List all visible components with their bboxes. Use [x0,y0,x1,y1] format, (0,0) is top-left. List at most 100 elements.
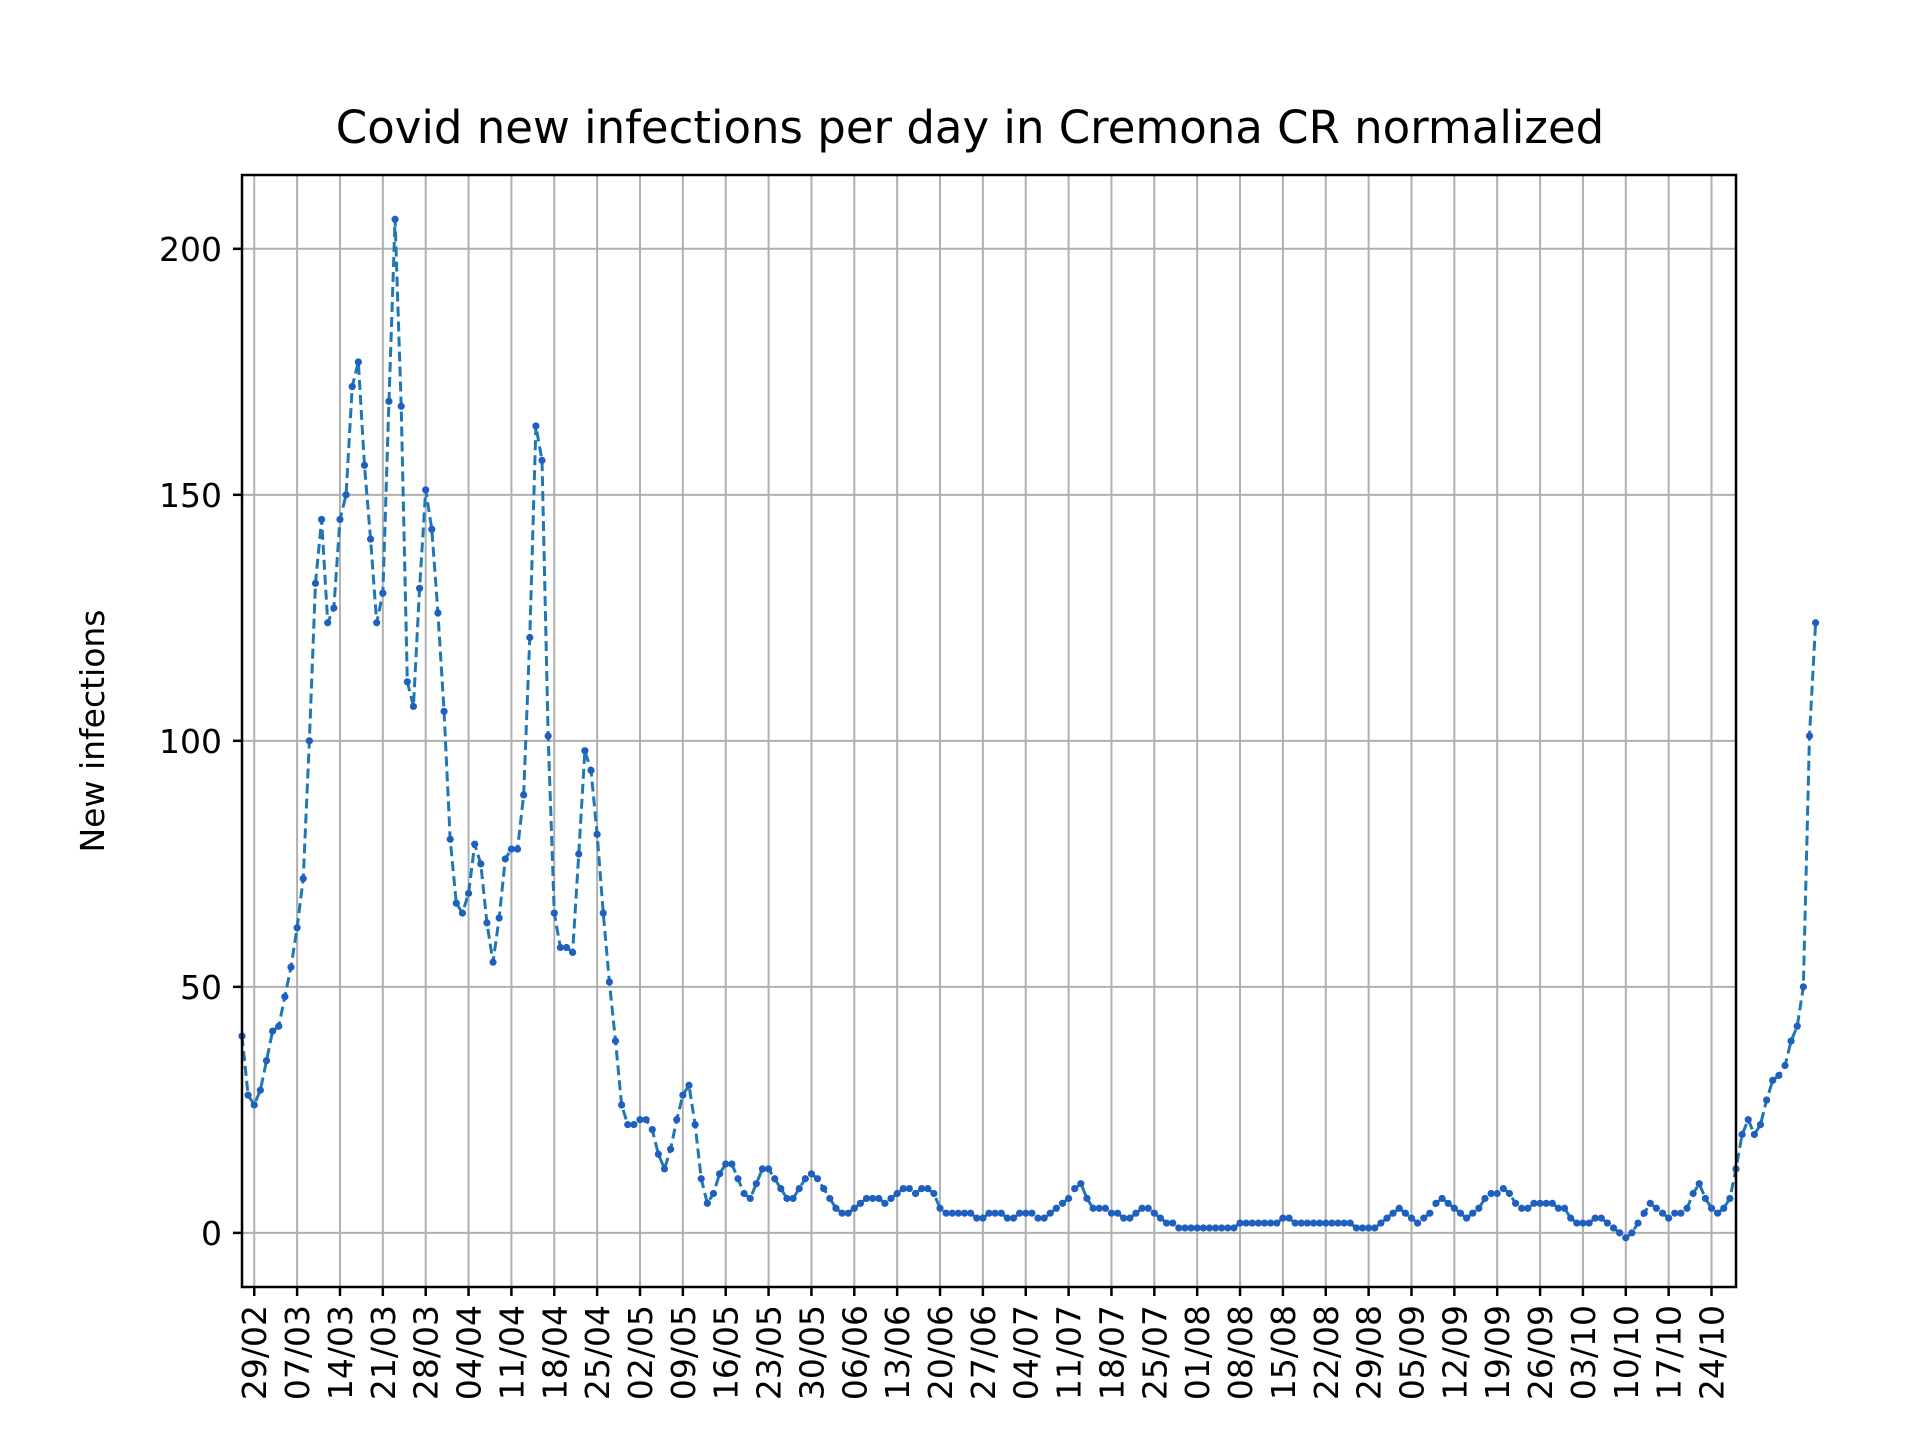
data-point [1273,1219,1281,1227]
data-point [697,1175,705,1183]
data-point [1695,1180,1703,1188]
data-point [391,215,399,223]
data-point [740,1189,748,1198]
data-point [1548,1199,1556,1207]
data-point [948,1209,956,1217]
data-point [348,382,356,391]
data-point [1671,1209,1679,1217]
data-point [1542,1199,1550,1207]
data-point [256,1086,264,1094]
data-point [1646,1199,1654,1207]
data-point [832,1204,840,1212]
data-point [679,1091,687,1099]
data-point [1181,1224,1189,1232]
x-tick-label: 24/10 [1693,1305,1732,1400]
data-point [1224,1224,1232,1232]
data-point [1432,1199,1440,1207]
data-point [752,1180,760,1188]
data-point [1763,1096,1771,1104]
data-point [911,1189,920,1198]
data-point [605,978,613,986]
data-point [324,619,332,627]
data-point [960,1209,969,1217]
x-tick-label: 25/04 [578,1305,617,1400]
x-tick-label: 04/07 [1007,1305,1046,1400]
data-point [1009,1214,1018,1222]
data-point [630,1121,638,1129]
data-point [1316,1219,1324,1227]
y-tick-label: 150 [159,476,222,515]
x-tick-label: 09/05 [664,1305,703,1400]
data-point [924,1184,932,1193]
data-point [611,1037,620,1045]
x-tick-label: 17/10 [1650,1305,1689,1400]
data-point [526,633,534,642]
data-point [918,1184,926,1193]
data-point [1401,1209,1409,1217]
data-point [415,584,424,592]
data-point [967,1209,975,1217]
data-point [715,1170,724,1178]
x-tick-label: 15/08 [1264,1305,1303,1400]
data-point [973,1214,981,1222]
data-point [709,1189,718,1198]
data-point [1016,1209,1024,1217]
data-point [513,845,522,853]
data-point [1371,1224,1379,1232]
data-point [244,1091,252,1099]
x-tick-label: 18/04 [535,1305,574,1400]
data-point [593,830,601,838]
data-point [354,358,362,366]
data-point [599,909,607,917]
data-point [1022,1209,1030,1217]
x-axis: 29/02 07/03 14/03 21/03 28/03 04/04 11/04 18/04… [235,1287,1732,1400]
data-point [1444,1199,1452,1207]
data-point [1058,1199,1067,1207]
x-tick-label: 07/03 [278,1305,317,1400]
data-point [1738,1130,1746,1139]
data-point [1340,1219,1348,1227]
data-point [1346,1219,1354,1227]
data-point [1254,1219,1263,1227]
data-point [844,1209,852,1217]
data-point [1756,1121,1765,1129]
data-point [795,1184,803,1193]
data-point [507,845,516,853]
data-point [1383,1214,1391,1222]
data-point [532,422,540,430]
x-tick-label: 29/02 [235,1305,274,1400]
x-tick-label: 22/08 [1307,1305,1346,1400]
data-point [1793,1022,1801,1030]
data-point [1616,1229,1624,1237]
data-point [1652,1204,1660,1212]
data-point [1132,1209,1140,1217]
data-point [1689,1189,1697,1198]
data-point [458,909,467,917]
data-point [1089,1204,1097,1212]
data-point [1628,1229,1636,1237]
data-point [1469,1209,1477,1217]
data-point [1750,1130,1758,1139]
data-point [1297,1219,1305,1227]
data-point [997,1209,1005,1217]
data-point [722,1160,730,1168]
data-point [562,943,571,952]
data-point [1358,1224,1367,1232]
data-point [734,1175,742,1183]
x-tick-label: 18/07 [1092,1305,1131,1400]
grid [242,175,1736,1287]
data-point [1481,1194,1489,1203]
data-point [1291,1219,1299,1227]
y-tick-label: 0 [201,1214,222,1253]
data-point [1707,1204,1716,1212]
data-point [422,486,430,494]
data-point [667,1145,675,1153]
data-point [648,1125,656,1134]
data-point [1199,1224,1207,1232]
data-point [1658,1209,1667,1217]
data-point [1426,1209,1434,1217]
data-point [1744,1116,1752,1124]
data-point [287,963,295,971]
data-point [1450,1204,1458,1212]
